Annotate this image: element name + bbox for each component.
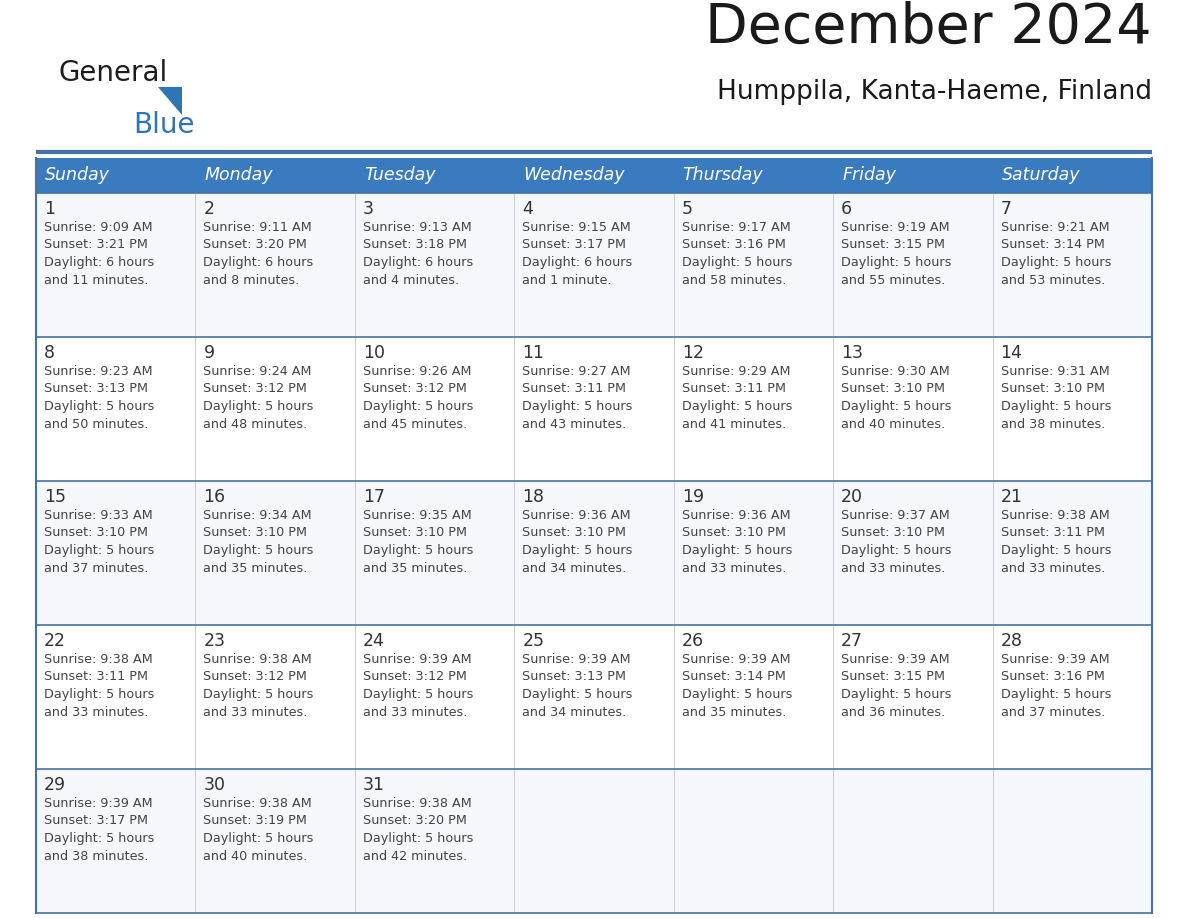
Text: 31: 31 [362,776,385,794]
Text: 25: 25 [523,632,544,650]
Bar [36,193,1152,337]
Text: 17: 17 [362,488,385,506]
Text: Sunrise: 9:17 AM
Sunset: 3:16 PM
Daylight: 5 hours
and 58 minutes.: Sunrise: 9:17 AM Sunset: 3:16 PM Dayligh… [682,221,792,286]
Text: Sunrise: 9:39 AM
Sunset: 3:17 PM
Daylight: 5 hours
and 38 minutes.: Sunrise: 9:39 AM Sunset: 3:17 PM Dayligh… [44,797,154,863]
Text: Sunday: Sunday [45,166,109,185]
Text: 20: 20 [841,488,864,506]
Bar [36,769,1152,913]
Polygon shape [158,87,182,115]
Text: 12: 12 [682,344,703,362]
Text: General: General [58,59,168,87]
Text: 9: 9 [203,344,215,362]
Text: 10: 10 [362,344,385,362]
Text: Sunrise: 9:38 AM
Sunset: 3:11 PM
Daylight: 5 hours
and 33 minutes.: Sunrise: 9:38 AM Sunset: 3:11 PM Dayligh… [44,653,154,719]
Text: 3: 3 [362,200,374,218]
Bar [36,158,1152,193]
Text: 16: 16 [203,488,226,506]
Text: 2: 2 [203,200,214,218]
Text: 11: 11 [523,344,544,362]
Text: 26: 26 [682,632,703,650]
Text: Sunrise: 9:38 AM
Sunset: 3:20 PM
Daylight: 5 hours
and 42 minutes.: Sunrise: 9:38 AM Sunset: 3:20 PM Dayligh… [362,797,473,863]
Text: Sunrise: 9:36 AM
Sunset: 3:10 PM
Daylight: 5 hours
and 34 minutes.: Sunrise: 9:36 AM Sunset: 3:10 PM Dayligh… [523,509,633,575]
Text: 15: 15 [44,488,67,506]
Text: Sunrise: 9:23 AM
Sunset: 3:13 PM
Daylight: 5 hours
and 50 minutes.: Sunrise: 9:23 AM Sunset: 3:13 PM Dayligh… [44,365,154,431]
Text: Sunrise: 9:35 AM
Sunset: 3:10 PM
Daylight: 5 hours
and 35 minutes.: Sunrise: 9:35 AM Sunset: 3:10 PM Dayligh… [362,509,473,575]
Text: Sunrise: 9:15 AM
Sunset: 3:17 PM
Daylight: 6 hours
and 1 minute.: Sunrise: 9:15 AM Sunset: 3:17 PM Dayligh… [523,221,632,286]
Text: Sunrise: 9:38 AM
Sunset: 3:19 PM
Daylight: 5 hours
and 40 minutes.: Sunrise: 9:38 AM Sunset: 3:19 PM Dayligh… [203,797,314,863]
Text: Monday: Monday [204,166,273,185]
Text: 7: 7 [1000,200,1011,218]
Text: Sunrise: 9:37 AM
Sunset: 3:10 PM
Daylight: 5 hours
and 33 minutes.: Sunrise: 9:37 AM Sunset: 3:10 PM Dayligh… [841,509,952,575]
Bar [36,625,1152,769]
Text: Wednesday: Wednesday [523,166,625,185]
Bar [36,337,1152,481]
Text: 5: 5 [682,200,693,218]
Text: Sunrise: 9:39 AM
Sunset: 3:14 PM
Daylight: 5 hours
and 35 minutes.: Sunrise: 9:39 AM Sunset: 3:14 PM Dayligh… [682,653,792,719]
Text: 4: 4 [523,200,533,218]
Text: Sunrise: 9:29 AM
Sunset: 3:11 PM
Daylight: 5 hours
and 41 minutes.: Sunrise: 9:29 AM Sunset: 3:11 PM Dayligh… [682,365,792,431]
Text: Sunrise: 9:27 AM
Sunset: 3:11 PM
Daylight: 5 hours
and 43 minutes.: Sunrise: 9:27 AM Sunset: 3:11 PM Dayligh… [523,365,633,431]
Text: Sunrise: 9:39 AM
Sunset: 3:15 PM
Daylight: 5 hours
and 36 minutes.: Sunrise: 9:39 AM Sunset: 3:15 PM Dayligh… [841,653,952,719]
Text: 13: 13 [841,344,864,362]
Text: Sunrise: 9:24 AM
Sunset: 3:12 PM
Daylight: 5 hours
and 48 minutes.: Sunrise: 9:24 AM Sunset: 3:12 PM Dayligh… [203,365,314,431]
Text: 14: 14 [1000,344,1023,362]
Text: Sunrise: 9:36 AM
Sunset: 3:10 PM
Daylight: 5 hours
and 33 minutes.: Sunrise: 9:36 AM Sunset: 3:10 PM Dayligh… [682,509,792,575]
Text: 8: 8 [44,344,55,362]
Text: Sunrise: 9:38 AM
Sunset: 3:12 PM
Daylight: 5 hours
and 33 minutes.: Sunrise: 9:38 AM Sunset: 3:12 PM Dayligh… [203,653,314,719]
Text: Blue: Blue [133,111,195,139]
Text: Sunrise: 9:30 AM
Sunset: 3:10 PM
Daylight: 5 hours
and 40 minutes.: Sunrise: 9:30 AM Sunset: 3:10 PM Dayligh… [841,365,952,431]
Text: 21: 21 [1000,488,1023,506]
Text: 30: 30 [203,776,226,794]
Text: Sunrise: 9:38 AM
Sunset: 3:11 PM
Daylight: 5 hours
and 33 minutes.: Sunrise: 9:38 AM Sunset: 3:11 PM Dayligh… [1000,509,1111,575]
Text: 29: 29 [44,776,67,794]
Text: 18: 18 [523,488,544,506]
Text: Sunrise: 9:39 AM
Sunset: 3:12 PM
Daylight: 5 hours
and 33 minutes.: Sunrise: 9:39 AM Sunset: 3:12 PM Dayligh… [362,653,473,719]
Text: Sunrise: 9:34 AM
Sunset: 3:10 PM
Daylight: 5 hours
and 35 minutes.: Sunrise: 9:34 AM Sunset: 3:10 PM Dayligh… [203,509,314,575]
Text: Sunrise: 9:21 AM
Sunset: 3:14 PM
Daylight: 5 hours
and 53 minutes.: Sunrise: 9:21 AM Sunset: 3:14 PM Dayligh… [1000,221,1111,286]
Text: Saturday: Saturday [1001,166,1080,185]
Text: Sunrise: 9:09 AM
Sunset: 3:21 PM
Daylight: 6 hours
and 11 minutes.: Sunrise: 9:09 AM Sunset: 3:21 PM Dayligh… [44,221,154,286]
Text: Sunrise: 9:26 AM
Sunset: 3:12 PM
Daylight: 5 hours
and 45 minutes.: Sunrise: 9:26 AM Sunset: 3:12 PM Dayligh… [362,365,473,431]
Bar [36,481,1152,625]
Text: 28: 28 [1000,632,1023,650]
Text: 24: 24 [362,632,385,650]
Text: Thursday: Thursday [683,166,764,185]
Text: 23: 23 [203,632,226,650]
Text: 1: 1 [44,200,55,218]
Text: Sunrise: 9:33 AM
Sunset: 3:10 PM
Daylight: 5 hours
and 37 minutes.: Sunrise: 9:33 AM Sunset: 3:10 PM Dayligh… [44,509,154,575]
Text: 6: 6 [841,200,852,218]
Text: 19: 19 [682,488,703,506]
Text: Sunrise: 9:13 AM
Sunset: 3:18 PM
Daylight: 6 hours
and 4 minutes.: Sunrise: 9:13 AM Sunset: 3:18 PM Dayligh… [362,221,473,286]
Text: 27: 27 [841,632,864,650]
Text: Sunrise: 9:39 AM
Sunset: 3:13 PM
Daylight: 5 hours
and 34 minutes.: Sunrise: 9:39 AM Sunset: 3:13 PM Dayligh… [523,653,633,719]
Text: 22: 22 [44,632,67,650]
Text: December 2024: December 2024 [706,1,1152,55]
Text: Tuesday: Tuesday [364,166,435,185]
Text: Friday: Friday [842,166,896,185]
Text: Humppila, Kanta-Haeme, Finland: Humppila, Kanta-Haeme, Finland [718,79,1152,105]
Text: Sunrise: 9:19 AM
Sunset: 3:15 PM
Daylight: 5 hours
and 55 minutes.: Sunrise: 9:19 AM Sunset: 3:15 PM Dayligh… [841,221,952,286]
Text: Sunrise: 9:31 AM
Sunset: 3:10 PM
Daylight: 5 hours
and 38 minutes.: Sunrise: 9:31 AM Sunset: 3:10 PM Dayligh… [1000,365,1111,431]
Text: Sunrise: 9:39 AM
Sunset: 3:16 PM
Daylight: 5 hours
and 37 minutes.: Sunrise: 9:39 AM Sunset: 3:16 PM Dayligh… [1000,653,1111,719]
Text: Sunrise: 9:11 AM
Sunset: 3:20 PM
Daylight: 6 hours
and 8 minutes.: Sunrise: 9:11 AM Sunset: 3:20 PM Dayligh… [203,221,314,286]
